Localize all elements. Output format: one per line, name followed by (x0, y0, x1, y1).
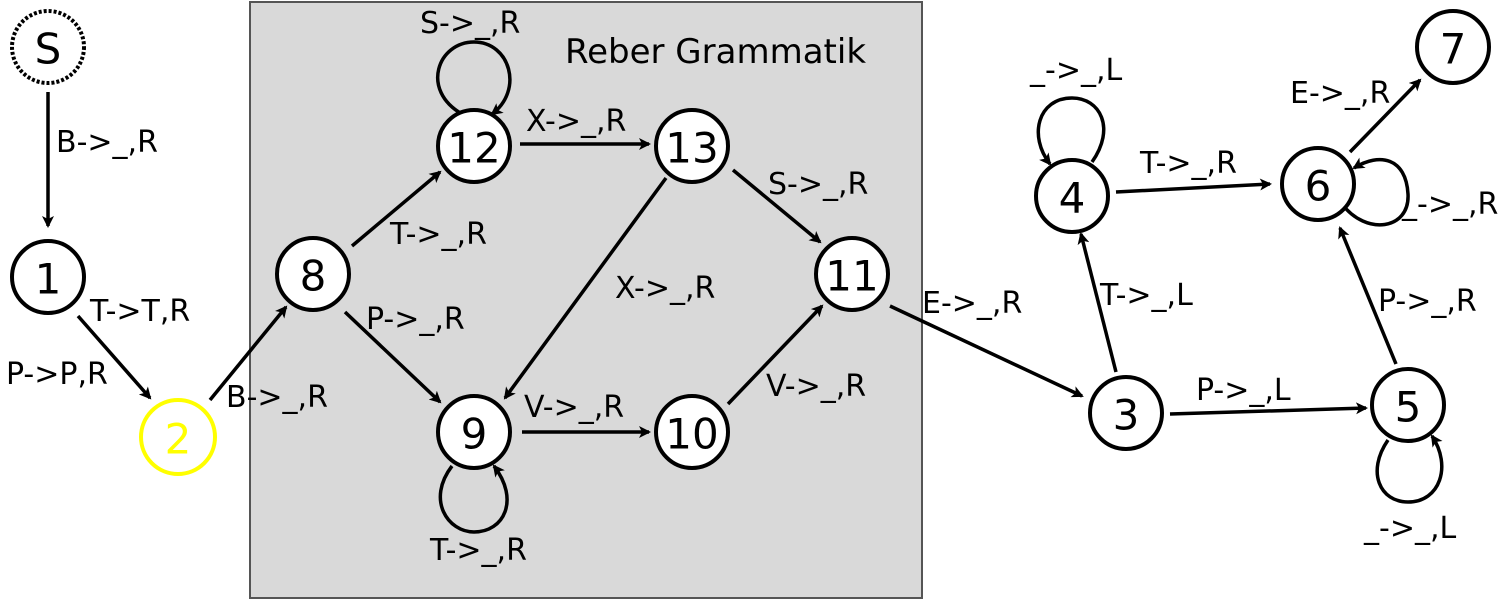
node-13: 13 (654, 108, 730, 184)
loop-5 (1375, 434, 1444, 504)
label-2-8: B->_,R (226, 380, 328, 415)
svg-text:13: 13 (665, 124, 718, 173)
reber-grammar-box (249, 1, 923, 599)
node-1: 1 (10, 239, 86, 315)
label-5-5: _->_,L (1363, 511, 1456, 546)
svg-text:3: 3 (1113, 391, 1140, 440)
svg-text:8: 8 (300, 252, 327, 301)
svg-text:4: 4 (1059, 174, 1086, 223)
label-12-12: S->_,R (420, 6, 520, 41)
label-1-2-a: T->T,R (89, 294, 190, 329)
node-12: 12 (436, 108, 512, 184)
label-11-3: E->_,R (922, 286, 1022, 321)
edge-3-4 (1077, 232, 1118, 373)
label-5-6: P->_,R (1378, 284, 1477, 319)
node-2: 2 (139, 398, 217, 476)
edge-2-8 (208, 305, 288, 402)
edge-8-9 (343, 310, 442, 404)
node-3: 3 (1088, 375, 1164, 451)
loop-12 (435, 40, 512, 116)
edge-4-6 (1115, 178, 1272, 194)
svg-text:6: 6 (1305, 162, 1332, 211)
loop-6 (1340, 157, 1410, 227)
svg-text:11: 11 (825, 252, 878, 301)
edge-11-3 (889, 304, 1084, 398)
node-4: 4 (1034, 158, 1110, 234)
edge-8-12 (350, 170, 442, 248)
svg-text:S: S (35, 25, 62, 74)
reber-grammar-title: Reber Grammatik (565, 32, 866, 72)
svg-text:9: 9 (461, 410, 488, 459)
svg-text:2: 2 (165, 415, 192, 464)
node-11: 11 (814, 236, 890, 312)
loop-4 (1036, 96, 1106, 166)
edge-13-11 (731, 168, 822, 244)
svg-text:10: 10 (665, 410, 718, 459)
edge-3-5 (1169, 402, 1368, 416)
label-3-4: T->_,L (1099, 278, 1193, 313)
svg-text:7: 7 (1440, 25, 1467, 74)
node-S: S (10, 9, 86, 85)
label-8-9: P->_,R (366, 302, 465, 337)
label-8-12: T->_,R (389, 217, 487, 252)
label-13-11: S->_,R (768, 167, 868, 202)
svg-text:5: 5 (1395, 383, 1422, 432)
node-10: 10 (654, 394, 730, 470)
label-6-7: E->_,R (1290, 76, 1390, 111)
node-6: 6 (1280, 146, 1356, 222)
edge-10-11 (726, 304, 824, 406)
edge-6-7 (1348, 78, 1422, 154)
edge-1-2 (76, 314, 152, 400)
loop-9 (438, 464, 509, 534)
node-8: 8 (275, 236, 351, 312)
label-6-6: _->_,R (1401, 187, 1498, 222)
node-9: 9 (436, 394, 512, 470)
label-13-9: X->_,R (615, 271, 715, 306)
label-9-9: T->_,R (429, 533, 527, 568)
label-4-6: T->_,R (1139, 146, 1237, 181)
label-S-1: B->_,R (56, 125, 158, 160)
label-12-13: X->_,R (526, 104, 626, 139)
label-4-4: _->_,L (1029, 53, 1122, 88)
node-7: 7 (1415, 9, 1491, 85)
svg-text:12: 12 (447, 124, 500, 173)
label-9-10: V->_,R (524, 390, 624, 425)
label-3-5: P->_,L (1196, 373, 1291, 408)
label-10-11: V->_,R (766, 369, 866, 404)
edge-13-9 (503, 176, 668, 400)
svg-text:1: 1 (35, 255, 62, 304)
node-5: 5 (1370, 367, 1446, 443)
label-1-2-b: P->P,R (6, 357, 108, 392)
edge-5-6 (1338, 226, 1398, 365)
